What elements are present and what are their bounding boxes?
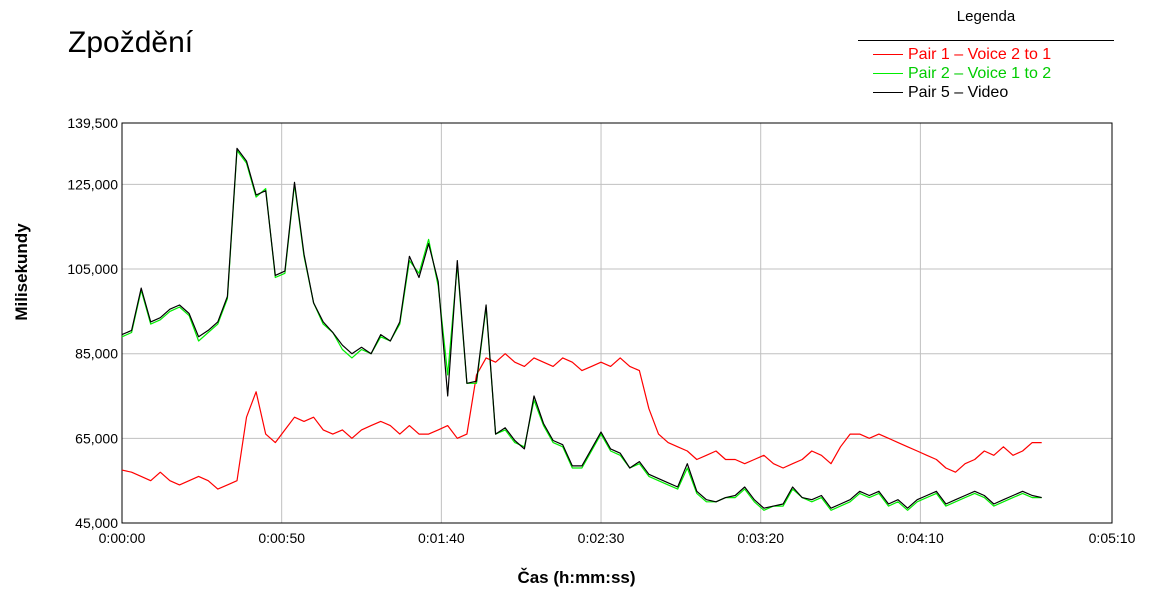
y-tick-label-2: 105,000 xyxy=(67,261,118,277)
x-tick-label-3: 0:02:30 xyxy=(578,530,625,546)
legend-swatch-pair-5 xyxy=(873,92,903,93)
legend-divider xyxy=(858,40,1114,41)
series-line-1 xyxy=(121,353,1042,490)
legend-title: Legenda xyxy=(956,8,1016,25)
legend-swatch-pair-2 xyxy=(873,73,903,74)
legend-item-pair-2: Pair 2 – Voice 1 to 2 xyxy=(858,64,1114,83)
legend-item-pair-1: Pair 1 – Voice 2 to 1 xyxy=(858,45,1114,64)
series-line-3 xyxy=(121,147,1042,509)
x-tick-label-0: 0:00:00 xyxy=(99,530,146,546)
legend-label-pair-1: Pair 1 – Voice 2 to 1 xyxy=(908,46,1052,63)
legend-swatch-pair-1 xyxy=(873,54,903,55)
x-tick-label-5: 0:04:10 xyxy=(897,530,944,546)
y-tick-label-1: 125,000 xyxy=(67,176,118,192)
x-tick-label-4: 0:03:20 xyxy=(737,530,784,546)
y-tick-label-5: 45,000 xyxy=(75,515,118,531)
x-tick-label-6: 0:05:10 xyxy=(1089,530,1136,546)
y-tick-label-3: 85,000 xyxy=(75,346,118,362)
legend-label-pair-2: Pair 2 – Voice 1 to 2 xyxy=(908,65,1052,82)
chart-title: Zpoždění xyxy=(68,26,194,59)
legend: Legenda Pair 1 – Voice 2 to 1 Pair 2 – V… xyxy=(858,8,1114,102)
series-line-2 xyxy=(121,149,1042,511)
plot-frame xyxy=(121,122,1113,524)
y-tick-label-0: 139,500 xyxy=(67,115,118,131)
x-axis-label: Čas (h:mm:ss) xyxy=(517,568,636,587)
x-tick-label-2: 0:01:40 xyxy=(418,530,465,546)
legend-label-pair-5: Pair 5 – Video xyxy=(908,84,1009,101)
x-tick-label-1: 0:00:50 xyxy=(258,530,305,546)
y-tick-label-4: 65,000 xyxy=(75,430,118,446)
legend-item-pair-5: Pair 5 – Video xyxy=(858,83,1114,102)
